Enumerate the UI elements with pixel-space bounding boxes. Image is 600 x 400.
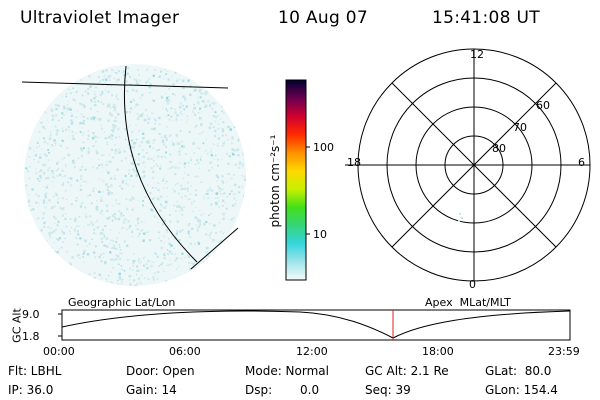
info-ip: IP: 36.0 xyxy=(8,383,54,397)
timeline-y-tick-1-8: 1.8 xyxy=(22,330,40,343)
lat-label-60: 60 xyxy=(536,99,550,112)
polar-diagonal-2 xyxy=(391,82,557,248)
polar-plot xyxy=(345,48,591,282)
info-seq: Seq: 39 xyxy=(365,383,411,397)
timeline-axis-label: GC Alt xyxy=(10,308,24,343)
mlt-label-6: 6 xyxy=(578,156,585,169)
timeline-frame xyxy=(61,309,571,341)
info-mode: Mode: Normal xyxy=(245,364,329,378)
timeline-right-title: Apex MLat/MLT xyxy=(425,296,511,309)
uv-image-disk xyxy=(24,64,246,286)
lat-label-70: 70 xyxy=(513,121,527,134)
mlt-label-12: 12 xyxy=(470,48,484,61)
timeline-x-tick-1200: 12:00 xyxy=(296,345,328,358)
altitude-curve xyxy=(61,310,571,339)
info-glon: GLon: 154.4 xyxy=(485,383,558,397)
timeline-y-tick-9: 9.0 xyxy=(22,308,40,321)
info-gc-alt: GC Alt: 2.1 Re xyxy=(365,364,449,378)
timeline-x-tick-1800: 18:00 xyxy=(422,345,454,358)
geo-edge-line xyxy=(190,227,239,270)
mlt-label-0: 0 xyxy=(469,278,476,291)
info-dsp-label: Dsp: xyxy=(245,383,273,397)
colorbar-body xyxy=(285,79,307,281)
colorbar-tick-label-10: 10 xyxy=(313,228,327,241)
timeline-left-title: Geographic Lat/Lon xyxy=(68,296,176,309)
geo-longitude-line xyxy=(123,65,198,263)
lat-label-80: 80 xyxy=(492,142,506,155)
polar-speckle xyxy=(458,212,464,222)
timeline-x-tick-0600: 06:00 xyxy=(169,345,201,358)
timeline-x-tick-2359: 23:59 xyxy=(548,345,580,358)
mlt-label-18: 18 xyxy=(347,156,361,169)
info-door: Door: Open xyxy=(126,364,195,378)
info-glat: GLat: 80.0 xyxy=(485,364,552,378)
timeline-panel xyxy=(58,309,571,341)
date-label: 10 Aug 07 xyxy=(278,8,368,28)
time-label: 15:41:08 UT xyxy=(432,8,540,28)
instrument-title: Ultraviolet Imager xyxy=(20,8,180,28)
timeline-x-tick-0000: 00:00 xyxy=(43,345,75,358)
colorbar-unit-label: photon cm⁻²s⁻¹ xyxy=(268,134,282,228)
colorbar xyxy=(285,79,310,281)
colorbar-tick-label-100: 100 xyxy=(313,141,334,154)
info-gain: Gain: 14 xyxy=(126,383,177,397)
info-flt: Flt: LBHL xyxy=(8,364,62,378)
info-dsp-value: 0.0 xyxy=(300,383,320,397)
